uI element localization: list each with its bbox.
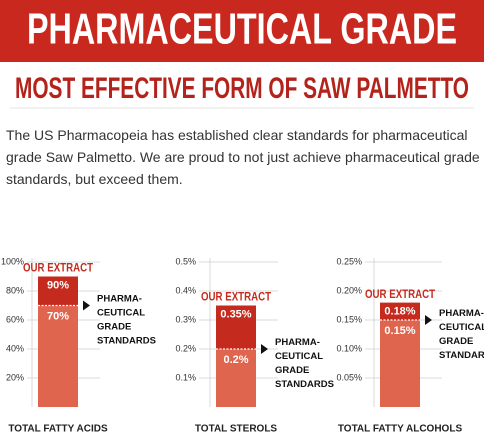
x-label: TOTAL FATTY ALCOHOLS — [338, 424, 463, 435]
extract-label: OUR EXTRACT — [201, 290, 272, 304]
y-tick-label: 0.4% — [175, 285, 196, 295]
arrow — [83, 300, 90, 311]
charts: 20% 40% 60% 80% 100% TOTAL FATTY ACIDS 90% 70% O… — [1, 256, 484, 435]
y-tick-label: 0.20% — [336, 285, 362, 295]
y-tick-label: 60% — [6, 314, 24, 324]
value-label: 0.35% — [220, 308, 251, 320]
banner-title: PHARMACEUTICAL GRADE — [27, 5, 457, 54]
y-tick-label: 20% — [6, 372, 24, 382]
subtitle: MOST EFFECTIVE FORM OF SAW PALMETTO — [15, 72, 469, 105]
bar-standard — [380, 320, 420, 407]
value-label: 70% — [47, 310, 69, 322]
y-tick-label: 0.2% — [175, 343, 196, 353]
y-tick-label: 0.5% — [175, 256, 196, 266]
bar-standard — [216, 349, 256, 407]
banner: PHARMACEUTICAL GRADE — [0, 0, 484, 62]
value-label: 90% — [47, 279, 69, 291]
bar-standard — [38, 305, 78, 407]
paragraph: The US Pharmacopeia has established clea… — [6, 127, 480, 187]
x-label: TOTAL STEROLS — [195, 424, 278, 435]
y-tick-label: 0.25% — [336, 256, 362, 266]
y-tick-label: 0.05% — [336, 372, 362, 382]
y-tick-label: 40% — [6, 343, 24, 353]
y-tick-label: 0.1% — [175, 372, 196, 382]
value-label: 0.18% — [384, 306, 415, 318]
extract-label: OUR EXTRACT — [365, 287, 436, 301]
y-tick-label: 0.10% — [336, 343, 362, 353]
value-label: 0.2% — [223, 354, 248, 366]
value-label: 0.15% — [384, 325, 415, 337]
y-tick-label: 0.3% — [175, 314, 196, 324]
subtitle-box: MOST EFFECTIVE FORM OF SAW PALMETTO — [10, 72, 474, 109]
y-tick-label: 100% — [1, 256, 24, 266]
x-label: TOTAL FATTY ACIDS — [8, 424, 108, 435]
y-tick-label: 0.15% — [336, 314, 362, 324]
arrow — [425, 315, 432, 325]
arrow — [261, 344, 268, 354]
y-tick-label: 80% — [6, 285, 24, 295]
extract-label: OUR EXTRACT — [23, 261, 94, 275]
